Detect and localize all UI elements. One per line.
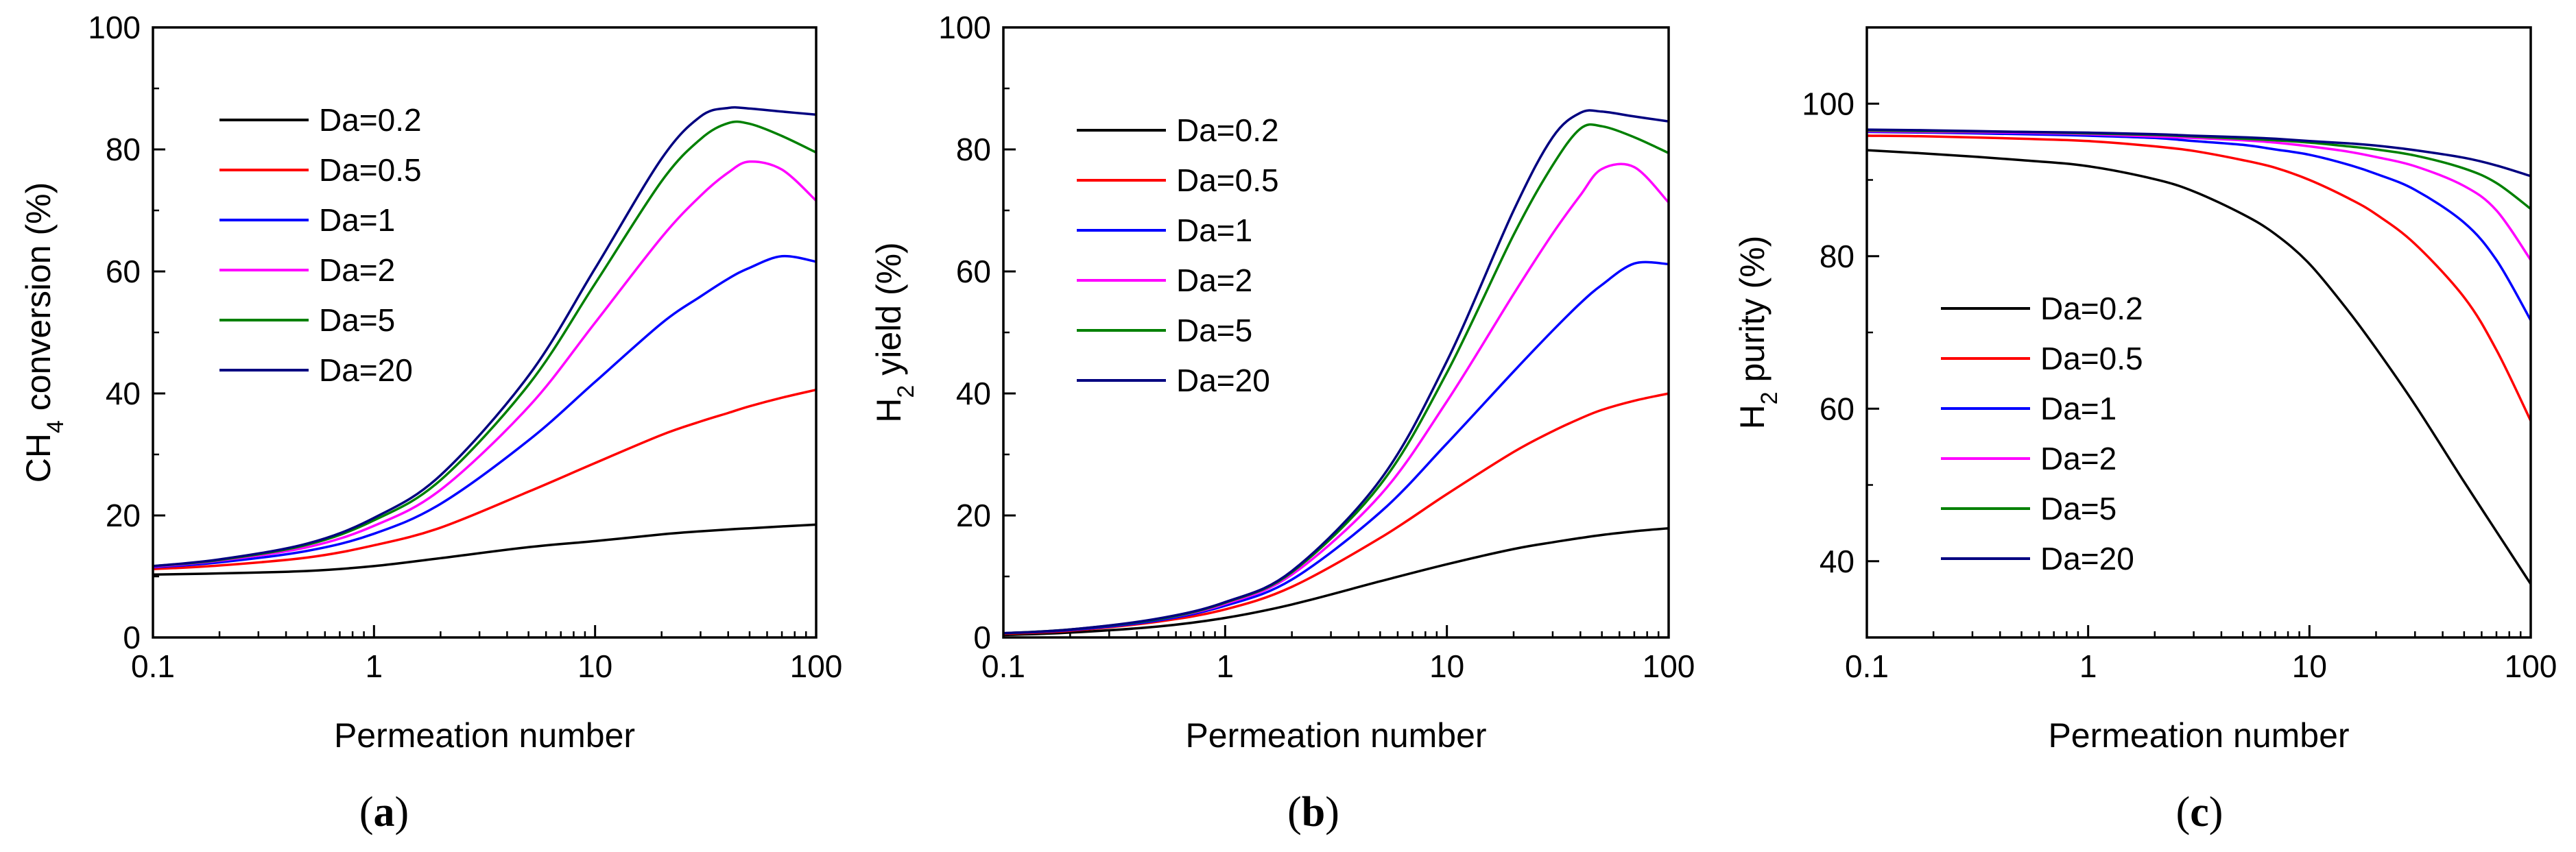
legend-label: Da=5: [2040, 491, 2116, 526]
y-tick-label: 20: [106, 498, 141, 533]
plot-frame: [1002, 26, 1670, 639]
plot-frame: [1865, 26, 2532, 639]
panel-caption: (c): [2176, 789, 2223, 836]
series-line-da-0-5: [152, 388, 817, 571]
y-tick-label: 20: [956, 498, 991, 533]
y-tick-label: 0: [973, 620, 991, 655]
y-tick-label: 80: [956, 132, 991, 167]
x-tick-label: 10: [577, 648, 612, 684]
legend-label: Da=5: [1176, 313, 1252, 348]
series-line-da-20: [1003, 109, 1669, 635]
y-tick-label: 60: [106, 254, 141, 289]
series-line-da-0-5: [1003, 392, 1669, 635]
legend-label: Da=0.2: [1176, 112, 1279, 148]
x-axis-label: Permeation number: [2048, 716, 2349, 755]
legend-label: Da=20: [2040, 541, 2134, 576]
legend-label: Da=2: [1176, 263, 1252, 298]
legend: Da=0.2 Da=0.5 Da=1 Da=2 Da=5 Da=20: [1941, 291, 2143, 576]
x-axis-label: Permeation number: [334, 716, 635, 755]
series-line-da-20: [152, 106, 817, 568]
legend-label: Da=1: [2040, 391, 2116, 426]
chart-panel-a: 0.1 1 10 100020406080100Da=0.2Da=0.5Da=1Da=…: [19, 10, 842, 836]
y-tick-label: 80: [106, 132, 141, 167]
y-tick-label: 80: [1820, 239, 1855, 274]
y-tick-label: 0: [123, 620, 141, 655]
legend-label: Da=0.2: [2040, 291, 2143, 326]
legend-label: Da=2: [319, 252, 395, 288]
series-line-da-0-5: [1866, 134, 2532, 422]
x-tick-label: 1: [2079, 648, 2097, 684]
series-line-da-5: [152, 120, 817, 568]
series-line-da-0-2: [152, 523, 817, 576]
plot-frame: [152, 26, 818, 639]
x-tick-label: 10: [1429, 648, 1464, 684]
legend-label: Da=0.2: [319, 102, 422, 138]
x-tick-label: 100: [1643, 648, 1695, 684]
y-tick-label: 40: [1820, 544, 1855, 579]
x-tick-label: 0.1: [131, 648, 175, 684]
y-tick-label: 40: [106, 376, 141, 411]
chart-panel-c: 0.1 1 10 100406080100Da=0.2Da=0.5Da=1Da=2Da…: [1733, 26, 2557, 836]
y-axis-label: H2 yield (%): [870, 242, 919, 422]
x-axis-label: Permeation number: [1185, 716, 1486, 755]
x-tick-label: 0.1: [981, 648, 1025, 684]
panel-caption: (a): [359, 789, 409, 836]
series-line-da-20: [1866, 128, 2531, 178]
y-axis-label: CH4 conversion (%): [19, 182, 69, 483]
series-line-da-2: [1866, 130, 2532, 261]
series-line-da-1: [1866, 130, 2532, 321]
legend: Da=0.2 Da=0.5 Da=1 Da=2 Da=5 Da=20: [219, 102, 422, 388]
legend-label: Da=2: [2040, 441, 2116, 476]
legend: Da=0.2 Da=0.5 Da=1 Da=2 Da=5 Da=20: [1077, 112, 1279, 398]
x-tick-label: 100: [790, 648, 843, 684]
y-tick-label: 100: [88, 10, 141, 45]
legend-label: Da=1: [319, 202, 395, 238]
legend-label: Da=20: [1176, 363, 1270, 398]
y-tick-label: 40: [956, 376, 991, 411]
legend-label: Da=20: [319, 352, 413, 388]
series-line-da-0-2: [1003, 526, 1669, 637]
y-tick-label: 60: [956, 254, 991, 289]
legend-label: Da=0.5: [319, 152, 422, 188]
y-tick-label: 60: [1820, 391, 1855, 426]
legend-label: Da=5: [319, 302, 395, 338]
y-tick-label: 100: [938, 10, 991, 45]
series-line-da-2: [152, 160, 818, 568]
x-tick-label: 1: [1217, 648, 1235, 684]
chart-panel-b: 0.1 1 10 100020406080100Da=0.2Da=0.5Da=1Da=…: [870, 10, 1695, 836]
x-tick-label: 1: [366, 648, 383, 684]
y-axis-label: H2 purity (%): [1733, 236, 1782, 430]
x-tick-label: 10: [2292, 648, 2327, 684]
series-line-da-1: [152, 254, 817, 569]
panel-caption: (b): [1287, 789, 1339, 836]
legend-label: Da=0.5: [2040, 341, 2143, 376]
y-tick-label: 100: [1802, 86, 1855, 121]
x-tick-label: 0.1: [1845, 648, 1889, 684]
series-line-da-0-2: [1866, 149, 2532, 585]
series-line-da-1: [1003, 260, 1669, 635]
legend-label: Da=1: [1176, 212, 1252, 248]
series-line-da-5: [1003, 123, 1669, 635]
x-tick-label: 100: [2505, 648, 2557, 684]
legend-label: Da=0.5: [1176, 162, 1279, 198]
